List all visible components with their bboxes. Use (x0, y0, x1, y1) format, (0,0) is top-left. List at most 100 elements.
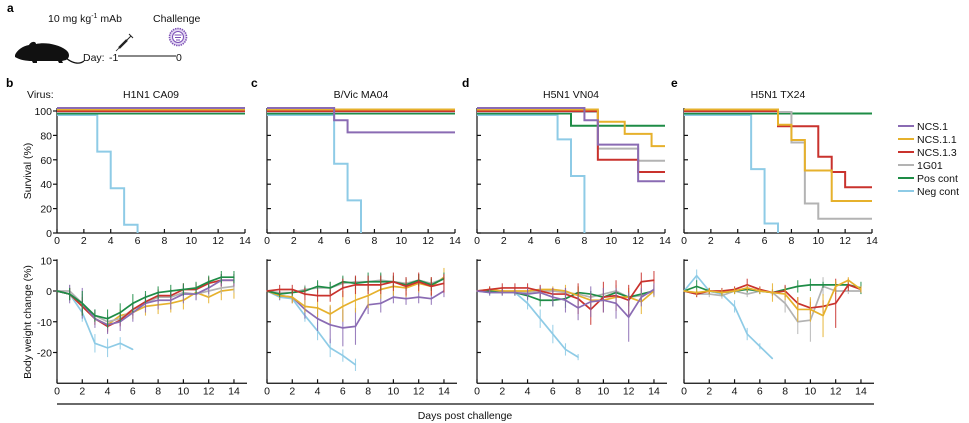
data-point (94, 315, 96, 317)
data-point (640, 296, 642, 298)
x-tick-label: 0 (474, 385, 480, 397)
data-point (94, 342, 96, 344)
x-tick-label: 8 (162, 235, 168, 247)
data-point (132, 348, 134, 351)
x-tick-label: 2 (291, 235, 297, 247)
data-point (696, 285, 698, 287)
data-point (746, 333, 748, 335)
weight-ylabel: Body weight change (%) (22, 265, 34, 379)
data-point (847, 279, 849, 281)
x-tick-label: 10 (598, 385, 610, 397)
x-tick-label: 0 (681, 385, 687, 397)
data-point (721, 291, 723, 294)
x-tick-label: 4 (735, 235, 741, 247)
data-point (860, 288, 862, 291)
data-point (342, 305, 344, 307)
data-point (514, 287, 516, 289)
data-point (56, 290, 58, 292)
chart-b-survival: 0 2 4 6 8 10 12 14 0 20 40 60 80 100 (34, 106, 251, 247)
series-neg-cont (57, 114, 139, 233)
day-start: -1 (109, 52, 118, 64)
data-point (69, 293, 71, 295)
legend: NCS.1 NCS.1.1 NCS.1.3 1G01 Pos cont Neg … (898, 121, 959, 198)
data-point (797, 285, 799, 287)
x-tick-label: 0 (54, 235, 60, 247)
x-tick-label: 14 (449, 235, 461, 247)
data-point (835, 285, 837, 287)
chart-d-weight: 0 2 4 6 8 10 12 14 (474, 259, 667, 397)
x-tick-label: 14 (866, 235, 878, 247)
panel-label-d: d (462, 76, 469, 90)
data-point (304, 305, 306, 307)
data-point (476, 290, 478, 292)
x-tick-label: 12 (203, 385, 215, 397)
data-point (430, 298, 432, 300)
data-point (170, 299, 172, 301)
dose-prefix: 10 mg kg (48, 13, 91, 25)
data-point (822, 315, 824, 317)
data-point (157, 291, 159, 294)
data-point (590, 301, 592, 303)
data-point (759, 345, 761, 347)
y-tick-label: 0 (46, 228, 52, 240)
data-point (418, 296, 420, 298)
data-point (405, 298, 407, 300)
panel-label-e: e (671, 76, 678, 90)
data-point (405, 285, 407, 287)
mouse-icon (15, 41, 85, 64)
data-point (182, 288, 184, 291)
panel-title-b: H1N1 CA09 (123, 89, 179, 101)
data-point (195, 287, 197, 289)
weight-line (266, 290, 356, 366)
data-point (170, 290, 172, 292)
x-tick-label: 2 (289, 385, 295, 397)
dose-suffix: mAb (97, 13, 122, 25)
series-ncs-1 (267, 107, 455, 134)
data-point (443, 282, 445, 284)
data-point (526, 293, 529, 295)
series-neg-cont (684, 114, 779, 233)
x-tick-label: 8 (789, 235, 795, 247)
x-tick-label: 10 (388, 385, 400, 397)
y-tick-label: 20 (40, 204, 52, 216)
series-ncs-1-1 (477, 108, 665, 148)
x-tick-label: 0 (264, 235, 270, 247)
x-tick-label: 12 (632, 235, 644, 247)
y-tick-label: 10 (40, 255, 52, 267)
x-tick-label: 2 (501, 235, 507, 247)
series-pos-cont (477, 112, 665, 127)
x-tick-label: 6 (550, 385, 556, 397)
data-point (316, 307, 319, 309)
virus-label: Virus: (27, 89, 54, 101)
x-tick-label: 10 (185, 235, 197, 247)
x-tick-label: 4 (105, 385, 111, 397)
panel-title-c: B/Vic MA04 (334, 89, 389, 101)
survival-curve (477, 112, 665, 127)
series-1g01 (684, 111, 872, 220)
x-tick-label: 10 (178, 385, 190, 397)
x-tick-label: 14 (855, 385, 867, 397)
y-tick-label: -10 (37, 317, 52, 329)
x-tick-label: 12 (623, 385, 635, 397)
x-tick-label: 6 (555, 235, 561, 247)
data-point (771, 358, 774, 360)
legend-label: NCS.1.1 (917, 134, 957, 146)
data-point (392, 281, 394, 283)
data-point (847, 284, 849, 286)
survival-ylabel: Survival (%) (22, 143, 34, 200)
data-point (809, 284, 812, 286)
y-tick-label: 80 (40, 130, 52, 142)
data-point (539, 318, 541, 320)
data-point (784, 293, 786, 295)
data-point (577, 307, 579, 309)
y-tick-label: -20 (37, 348, 52, 360)
x-tick-label: 12 (839, 235, 851, 247)
x-tick-label: 8 (582, 235, 588, 247)
data-point (759, 290, 761, 292)
data-point (733, 290, 736, 292)
data-point (220, 287, 222, 289)
x-tick-label: 8 (155, 385, 161, 397)
data-point (316, 318, 319, 320)
data-point (354, 325, 357, 327)
